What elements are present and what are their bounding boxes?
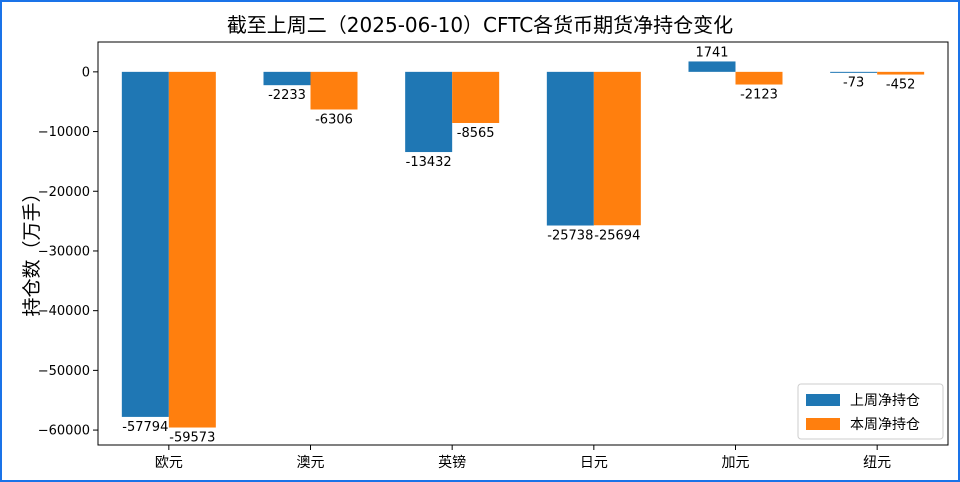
data-label: -73 (843, 75, 864, 90)
legend-swatch (806, 418, 840, 430)
category-label: 欧元 (155, 455, 183, 471)
data-label: 1741 (695, 45, 728, 60)
y-axis-label: 持仓数（万手） (21, 183, 43, 316)
category-label: 澳元 (297, 455, 325, 471)
y-tick-label: −20000 (38, 185, 90, 200)
data-label: -452 (886, 78, 916, 93)
bar-last-week (405, 71, 453, 153)
data-label: -2123 (740, 88, 778, 103)
y-tick-label: −10000 (38, 125, 90, 140)
data-label: -25694 (594, 228, 640, 243)
y-tick-label: −50000 (38, 364, 90, 379)
category-label: 日元 (580, 455, 608, 471)
bar-last-week (688, 61, 736, 72)
legend-label: 本周净持仓 (850, 417, 920, 433)
y-tick-label: 0 (82, 65, 90, 80)
bar-this-week (452, 71, 500, 123)
y-tick-label: −40000 (38, 304, 90, 319)
data-label: -57794 (122, 420, 168, 435)
bar-last-week (121, 71, 169, 417)
category-label: 加元 (722, 455, 750, 471)
legend-label: 上周净持仓 (850, 393, 920, 409)
data-label: -6306 (315, 113, 353, 128)
bar-this-week (593, 71, 641, 226)
bar-this-week (735, 71, 783, 85)
bar-last-week (546, 71, 594, 226)
bar-this-week (877, 71, 925, 75)
bar-this-week (168, 71, 216, 428)
category-label: 纽元 (863, 455, 891, 471)
bar-last-week (263, 71, 311, 86)
plot-area: 0 −10000 −20000 −30000 −40000 −50000 −60000 欧元 -… (38, 41, 949, 471)
plot-border (97, 41, 949, 446)
y-tick-label: −30000 (38, 244, 90, 259)
legend-swatch (806, 394, 840, 406)
data-label: -59573 (169, 431, 215, 446)
data-label: -13432 (406, 155, 452, 170)
chart-title: 截至上周二（2025-06-10）CFTC各货币期货净持仓变化 (227, 13, 733, 37)
data-label: -2233 (268, 88, 306, 103)
y-tick-label: −60000 (38, 424, 90, 439)
bar-last-week (830, 71, 878, 73)
data-label: -25738 (547, 229, 593, 244)
category-label: 英镑 (438, 454, 466, 471)
bar-this-week (310, 71, 358, 110)
data-label: -8565 (457, 126, 495, 141)
